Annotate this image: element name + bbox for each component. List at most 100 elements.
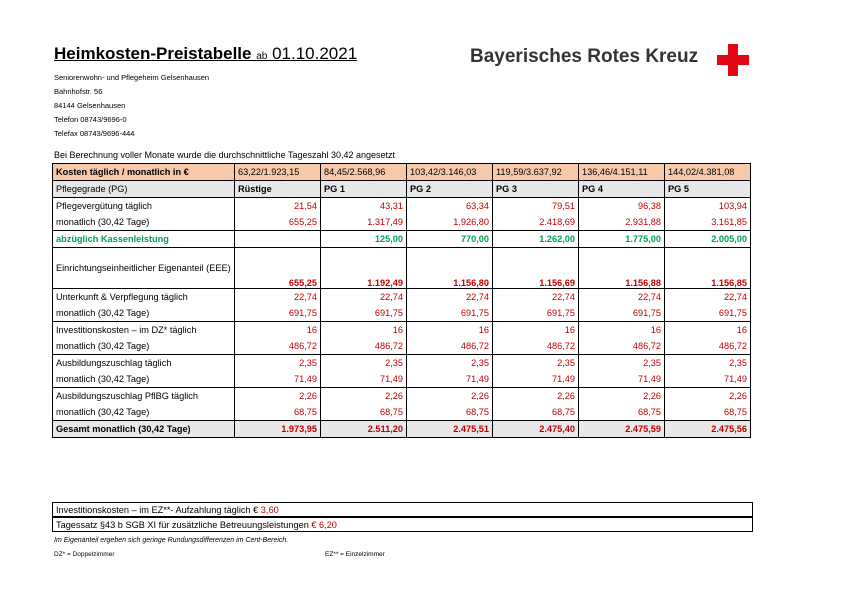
table-cell: Rüstige: [234, 180, 321, 198]
table-cell: 486,72: [234, 338, 321, 355]
table-cell: 2,35: [492, 354, 579, 371]
table-cell: 2.475,56: [664, 420, 751, 438]
table-cell: 71,49: [664, 371, 751, 388]
table-cell: 691,75: [320, 305, 407, 322]
table-cell: 486,72: [664, 338, 751, 355]
row-label: monatlich (30,42 Tage): [52, 404, 235, 421]
table-cell: PG 5: [664, 180, 751, 198]
table-cell: 103,42/3.146,03: [406, 163, 493, 181]
pflege-daily-row: Pflegevergütung täglich 21,54 43,31 63,34 79…: [52, 197, 751, 214]
row-label: Pflegevergütung täglich: [52, 197, 235, 214]
row-label: Pflegegrade (PG): [52, 180, 235, 198]
table-cell: 1.156,85: [664, 247, 751, 289]
row-label: monatlich (30,42 Tage): [52, 305, 235, 322]
table-cell: 2.475,40: [492, 420, 579, 438]
table-cell: 3.161,85: [664, 214, 751, 231]
table-cell: 2,35: [664, 354, 751, 371]
address-line: Telefax 08743/9696-444: [54, 129, 135, 138]
price-table: Kosten täglich / monatlich in €63,22/1.9…: [52, 163, 751, 438]
care-rate-info: Tagessatz §43 b SGB XI für zusätzliche B…: [52, 517, 753, 532]
care-rate-value: € 6,20: [311, 520, 337, 530]
row-label: Kosten täglich / monatlich in €: [52, 163, 235, 181]
kassenleistung-row: abzüglich Kassenleistung 125,00 770,00 1.26…: [52, 230, 751, 248]
table-cell: 2.511,20: [320, 420, 407, 438]
table-cell: 71,49: [406, 371, 493, 388]
table-cell: PG 2: [406, 180, 493, 198]
table-cell: 691,75: [664, 305, 751, 322]
table-cell: 691,75: [234, 305, 321, 322]
table-cell: 486,72: [492, 338, 579, 355]
table-cell: 2.005,00: [664, 230, 751, 248]
table-cell: 22,74: [234, 288, 321, 305]
table-cell: 22,74: [664, 288, 751, 305]
ez-surcharge-value: 3,60: [260, 505, 279, 515]
table-cell: 79,51: [492, 197, 579, 214]
table-cell: PG 1: [320, 180, 407, 198]
pflege-monthly-row: monatlich (30,42 Tage) 655,25 1.317,49 1.92…: [52, 214, 751, 231]
address-line: Seniorenwohn- und Pflegeheim Gelsenhause…: [54, 73, 210, 82]
table-cell: 2,35: [578, 354, 665, 371]
address-line: 84144 Gelsenhausen: [54, 101, 126, 110]
table-cell: 21,54: [234, 197, 321, 214]
table-cell: 136,46/4.151,11: [578, 163, 665, 181]
table-cell: 22,74: [492, 288, 579, 305]
table-cell: 1.973,95: [234, 420, 321, 438]
average-days-note: Bei Berechnung voller Monate wurde die d…: [54, 150, 396, 160]
row-label: monatlich (30,42 Tage): [52, 214, 235, 231]
header-row: Kosten täglich / monatlich in €63,22/1.9…: [52, 163, 751, 181]
row-label: Unterkunft & Verpflegung täglich: [52, 288, 235, 305]
table-cell: 71,49: [320, 371, 407, 388]
ez-footnote: EZ** = Einzelzimmer: [325, 551, 385, 558]
row-label: monatlich (30,42 Tage): [52, 338, 235, 355]
table-cell: 2.475,59: [578, 420, 665, 438]
row-label: monatlich (30,42 Tage): [52, 371, 235, 388]
table-cell: 486,72: [578, 338, 665, 355]
table-cell: 655,25: [234, 214, 321, 231]
table-cell: 770,00: [406, 230, 493, 248]
table-cell: 1.192,49: [320, 247, 407, 289]
table-cell: 22,74: [578, 288, 665, 305]
table-cell: 144,02/4.381,08: [664, 163, 751, 181]
table-cell: 2,35: [320, 354, 407, 371]
table-cell: 16: [320, 321, 407, 338]
table-cell: 103,94: [664, 197, 751, 214]
table-cell: 16: [664, 321, 751, 338]
pflbg-monthly-row: monatlich (30,42 Tage) 68,75 68,75 68,75 68,…: [52, 404, 751, 421]
table-cell: 2.418,69: [492, 214, 579, 231]
table-cell: 655,25: [234, 247, 321, 289]
table-cell: 691,75: [578, 305, 665, 322]
table-cell: 68,75: [492, 404, 579, 421]
inv-daily-row: Investitionskosten – im DZ* täglich 16 16 1…: [52, 321, 751, 338]
table-cell: 1.156,69: [492, 247, 579, 289]
eee-row: Einrichtungseinheitlicher Eigenanteil (E…: [52, 247, 751, 289]
table-cell: 2,35: [406, 354, 493, 371]
table-cell: PG 3: [492, 180, 579, 198]
table-cell: 2.475,51: [406, 420, 493, 438]
table-cell: 68,75: [406, 404, 493, 421]
table-cell: 2,26: [234, 387, 321, 404]
table-cell: 43,31: [320, 197, 407, 214]
table-cell: 1.317,49: [320, 214, 407, 231]
uv-monthly-row: monatlich (30,42 Tage) 691,75 691,75 691,75…: [52, 305, 751, 322]
table-cell: 691,75: [492, 305, 579, 322]
red-cross-logo-icon: [717, 44, 749, 76]
aus-daily-row: Ausbildungszuschlag täglich 2,35 2,35 2,35 2…: [52, 354, 751, 371]
table-cell: 2,26: [320, 387, 407, 404]
table-cell: 16: [406, 321, 493, 338]
row-label: Ausbildungszuschlag PflBG täglich: [52, 387, 235, 404]
table-cell: 119,59/3.637,92: [492, 163, 579, 181]
table-cell: 486,72: [320, 338, 407, 355]
table-cell: 2,26: [664, 387, 751, 404]
pflbg-daily-row: Ausbildungszuschlag PflBG täglich 2,26 2,2…: [52, 387, 751, 404]
inv-monthly-row: monatlich (30,42 Tage) 486,72 486,72 486,72…: [52, 338, 751, 355]
brand-name: Bayerisches Rotes Kreuz: [470, 46, 699, 67]
row-label: Investitionskosten – im DZ* täglich: [52, 321, 235, 338]
table-cell: 691,75: [406, 305, 493, 322]
table-cell: 68,75: [320, 404, 407, 421]
table-cell: 2,35: [234, 354, 321, 371]
row-label: abzüglich Kassenleistung: [52, 230, 235, 248]
table-cell: 1.926,80: [406, 214, 493, 231]
title-text: Heimkosten-Preistabelle: [54, 44, 252, 63]
rounding-footnote: Im Eigenanteil ergeben sich geringe Rund…: [54, 537, 289, 544]
